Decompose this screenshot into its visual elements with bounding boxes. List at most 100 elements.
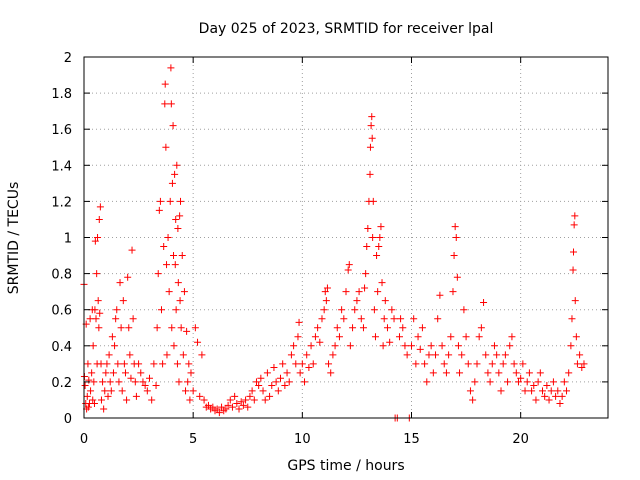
data-point [141,382,149,390]
data-point [323,284,331,292]
data-point [95,215,103,223]
data-point [325,360,333,368]
data-point [366,170,374,178]
x-tick-label: 0 [80,432,88,447]
data-point [173,161,181,169]
data-point [499,360,507,368]
data-point [345,261,353,269]
data-point [451,223,459,231]
data-point [186,396,194,404]
y-tick-label: 0.4 [51,340,72,355]
data-point [368,113,376,121]
data-point [191,324,199,332]
x-tick-label: 10 [294,432,311,447]
data-point [294,333,302,341]
data-point [167,64,175,72]
y-tick-label: 1 [64,232,72,247]
data-point [287,351,295,359]
data-point [158,306,166,314]
data-point [89,396,97,404]
data-point [440,360,448,368]
data-point [114,360,122,368]
data-point [125,324,133,332]
y-tick-label: 0.8 [51,268,72,283]
data-point [367,122,375,130]
data-point [311,333,319,341]
data-point [93,270,101,278]
data-point [386,338,394,346]
data-point [281,382,289,390]
data-point [164,234,172,241]
data-point [543,382,551,390]
data-point [321,288,329,296]
data-point [408,342,415,350]
data-point [432,351,440,359]
data-point [166,197,174,205]
data-point [123,396,131,404]
data-point [355,288,363,296]
data-point [528,387,536,395]
data-point [209,403,217,411]
data-point [375,243,383,251]
data-point [153,324,161,332]
data-point [454,342,462,350]
data-point [152,382,160,390]
data-point [514,378,522,386]
data-point [340,315,348,323]
data-point [338,306,346,314]
data-point [369,197,377,205]
data-point [255,382,263,390]
data-point [469,396,477,404]
data-point [182,387,190,395]
data-point [215,409,223,417]
y-tick-label: 1.4 [51,159,72,174]
data-point [320,306,328,314]
data-point [117,324,125,332]
data-point [541,392,549,400]
data-point [314,324,322,332]
axis-ticks: 0 5 10 15 20 0 0.2 0.4 0.6 0.8 1 1.2 1.4 1.6 1.8 2 [51,51,608,447]
data-point [159,360,167,368]
data-point [571,297,579,305]
data-point [178,252,186,260]
data-point [501,351,509,359]
data-point [331,342,339,350]
data-point [139,378,147,386]
data-point [173,360,181,368]
data-point [458,351,466,359]
data-point [279,360,287,368]
data-point [179,351,187,359]
data-point [381,297,389,305]
data-point [414,333,422,341]
data-point [371,333,379,341]
data-point [506,342,514,350]
data-point [95,324,103,332]
data-point [97,360,105,368]
data-point [106,378,114,386]
data-point [576,351,584,359]
data-point [573,360,581,368]
data-point [490,342,498,350]
data-point [283,369,291,377]
data-point [105,351,113,359]
data-point [213,405,221,413]
data-point [357,315,365,323]
data-point [473,360,481,368]
data-point [318,315,326,323]
data-point [226,396,234,404]
data-point [100,405,108,413]
data-point [135,360,143,368]
data-point [290,342,298,350]
data-point [84,403,92,411]
y-tick-label: 0 [64,412,72,427]
data-point [307,342,315,350]
data-point [329,351,337,359]
data-point [401,342,409,350]
data-point [163,261,171,269]
data-point [369,234,377,241]
data-point [493,351,501,359]
data-point [155,206,163,214]
data-point [571,212,579,220]
data-point [177,324,185,332]
data-point [218,403,226,411]
